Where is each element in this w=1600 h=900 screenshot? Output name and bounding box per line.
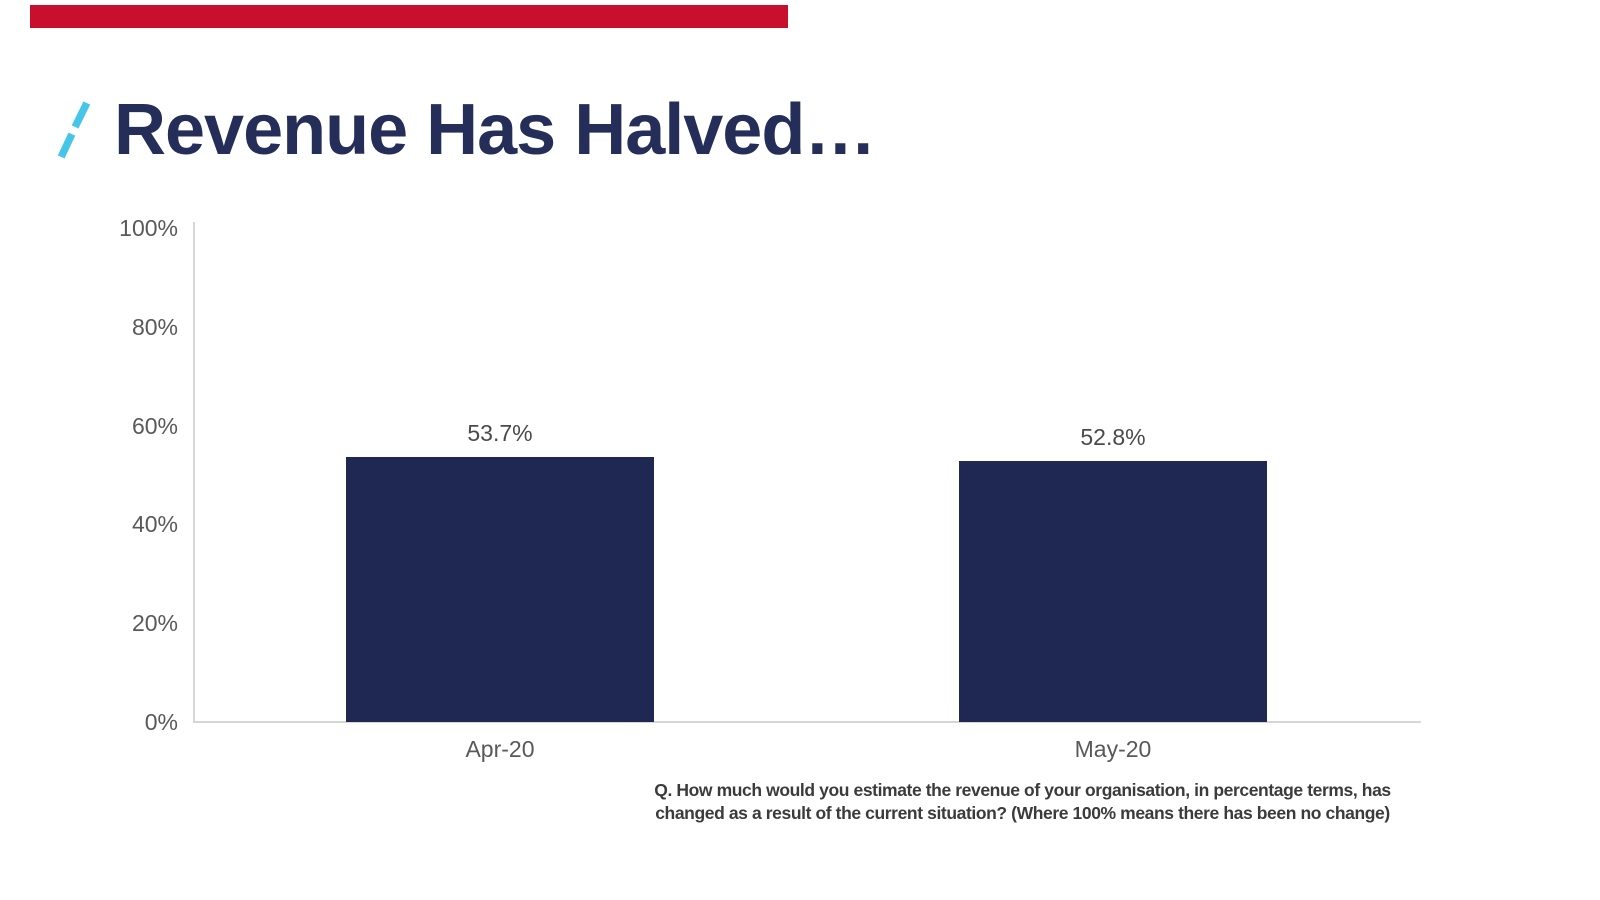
question-footnote-line1: Q. How much would you estimate the reven… (654, 780, 1391, 800)
y-axis-tick-label: 20% (131, 610, 178, 637)
y-axis-tick-label: 100% (119, 215, 178, 241)
page-title: Revenue Has Halved… (114, 90, 876, 170)
y-axis-tick-label: 0% (144, 709, 178, 735)
y-axis-tick-label: 60% (131, 412, 178, 439)
question-footnote: Q. How much would you estimate the reven… (600, 779, 1445, 824)
y-axis-tick-label: 40% (131, 511, 178, 538)
bar-apr-20 (346, 457, 654, 722)
bar-may-20 (959, 461, 1267, 722)
y-axis-line (193, 222, 195, 723)
x-axis-line (193, 721, 1421, 723)
data-label-apr-20: 53.7% (467, 420, 533, 446)
data-label-may-20: 52.8% (1080, 424, 1146, 450)
top-accent-bar (30, 5, 788, 28)
y-axis-tick-label: 80% (131, 313, 178, 340)
question-footnote-line2: changed as a result of the current situa… (655, 802, 1390, 823)
category-label-apr-20: Apr-20 (465, 736, 535, 762)
title-slash-icon (58, 101, 90, 159)
category-label-may-20: May-20 (1074, 736, 1152, 762)
